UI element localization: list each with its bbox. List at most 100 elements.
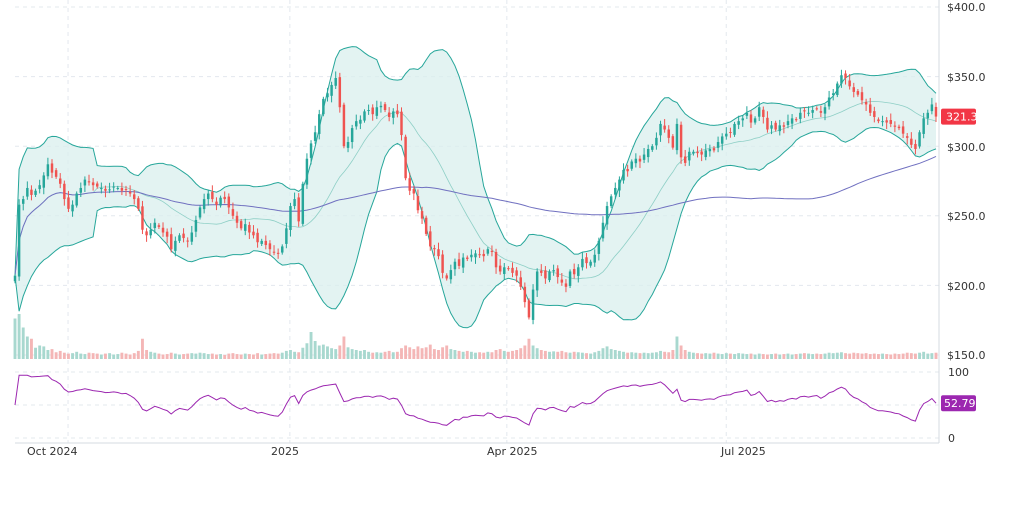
candle <box>75 191 78 208</box>
candle <box>490 245 494 257</box>
candle-body <box>757 107 761 117</box>
volume-bar <box>87 352 91 359</box>
volume-bar <box>560 350 564 359</box>
volume-bar <box>153 352 157 359</box>
volume-bar <box>116 354 120 359</box>
volume-bar <box>934 352 938 359</box>
candle-body <box>400 111 403 136</box>
candle-body <box>696 151 699 154</box>
candle <box>133 190 136 205</box>
candle-body <box>811 110 814 113</box>
volume-bar <box>622 351 625 359</box>
volume-bar <box>276 353 280 359</box>
candle-body <box>239 221 243 229</box>
candle-body <box>873 111 876 117</box>
volume-bar <box>511 350 514 359</box>
candle <box>46 157 50 180</box>
volume-bar <box>449 349 453 359</box>
volume-bar <box>531 345 535 359</box>
volume-bar <box>21 327 25 359</box>
volume-bar <box>223 354 227 359</box>
volume-bar <box>724 353 728 359</box>
candle <box>848 73 851 90</box>
candle-body <box>494 251 498 268</box>
candle <box>864 98 868 111</box>
volume-bar <box>749 353 753 359</box>
volume-bar <box>461 351 465 359</box>
volume-bar <box>728 353 732 359</box>
volume-bar <box>457 350 461 359</box>
candle <box>313 125 317 145</box>
candle <box>371 104 374 121</box>
volume-bar <box>387 350 391 359</box>
candle-body <box>572 268 576 275</box>
candle-body <box>161 227 165 233</box>
candle-body <box>889 120 893 124</box>
candle <box>58 173 62 189</box>
volume-bar <box>872 353 876 359</box>
candle-body <box>272 251 276 253</box>
volume-bar <box>823 353 827 359</box>
volume-bar <box>235 354 239 359</box>
volume-bar <box>289 350 292 359</box>
candle-body <box>605 206 609 225</box>
candle-body <box>860 92 864 101</box>
candle-body <box>897 126 901 129</box>
candle <box>905 132 909 145</box>
candle-body <box>87 181 91 183</box>
candle <box>297 193 300 227</box>
candle-body <box>182 233 185 239</box>
volume-bar <box>395 351 399 359</box>
volume-bar <box>334 349 338 359</box>
candle <box>149 223 152 239</box>
volume-bar <box>498 349 502 359</box>
volume-bar <box>91 353 95 359</box>
candle-body <box>548 271 551 281</box>
candle-body <box>614 187 617 195</box>
candle-body <box>844 73 847 78</box>
volume-bar <box>50 349 54 359</box>
volume-bar <box>543 350 547 359</box>
candle <box>552 264 555 276</box>
candle <box>511 262 514 278</box>
candle-body <box>622 169 625 181</box>
candle <box>934 102 938 122</box>
candle <box>63 180 66 206</box>
volume-bar <box>552 351 556 359</box>
candle <box>889 113 893 128</box>
volume-bar <box>712 352 716 359</box>
candle-body <box>433 248 436 250</box>
candle-body <box>503 267 506 274</box>
volume-bar <box>112 354 116 359</box>
candle-body <box>630 161 633 169</box>
candle-body <box>17 204 21 277</box>
candle-body <box>815 108 818 110</box>
candle-body <box>840 75 843 84</box>
volume-bar <box>424 347 428 359</box>
candle-body <box>774 122 777 130</box>
candle <box>548 269 551 283</box>
candle-body <box>145 231 148 236</box>
candle-body <box>207 193 210 200</box>
candle-body <box>128 191 132 194</box>
candle <box>13 273 17 284</box>
candle <box>556 265 559 284</box>
candle <box>30 185 33 201</box>
candle <box>708 144 712 157</box>
volume-bar <box>173 353 177 359</box>
candle-body <box>137 198 140 209</box>
candle <box>124 185 128 196</box>
candle-body <box>790 118 794 124</box>
volume-bar <box>646 353 650 359</box>
volume-bar <box>506 351 510 359</box>
candle-body <box>700 151 703 155</box>
volume-bar <box>827 352 831 359</box>
candle <box>860 86 864 105</box>
candle <box>256 228 259 248</box>
candle-body <box>930 104 934 112</box>
candle <box>128 185 132 197</box>
candle-body <box>75 193 78 206</box>
candle <box>342 102 346 149</box>
candle <box>807 106 810 117</box>
candle <box>572 263 576 279</box>
